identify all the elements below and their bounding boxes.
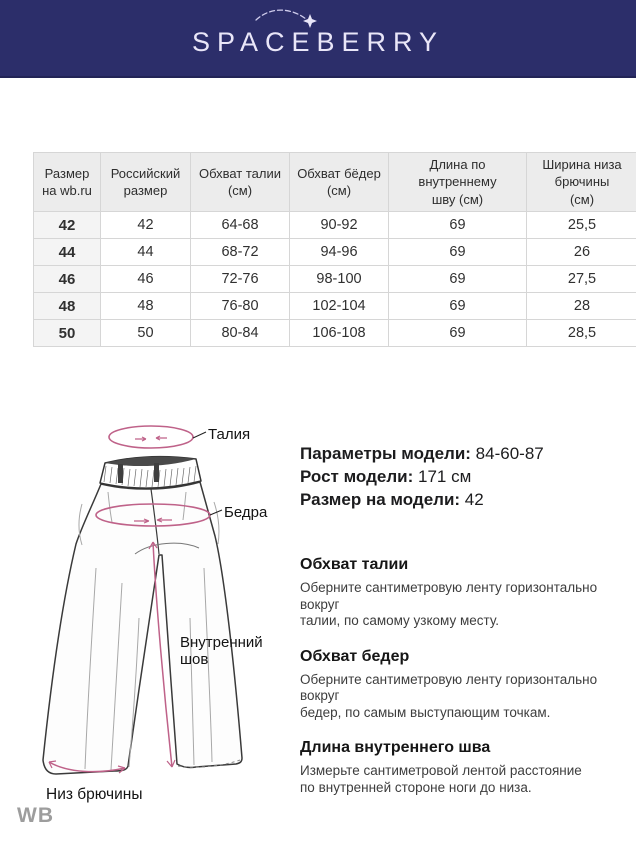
value-cell: 26 <box>526 238 636 266</box>
value-cell: 28 <box>526 292 636 320</box>
belt-loop <box>154 463 159 482</box>
inseam-measure-arrowheads <box>148 541 176 768</box>
size-cell: 42 <box>33 211 101 239</box>
fabric-fold-lines <box>78 491 220 771</box>
model-info-line: Размер на модели: 42 <box>300 488 626 511</box>
waist-label: Талия <box>208 426 251 443</box>
value-cell: 102-104 <box>289 292 389 320</box>
wb-watermark: WB <box>17 804 54 827</box>
size-table-head: Размер на wb.ru Российский размер Обхват т… <box>33 152 636 212</box>
value-cell: 42 <box>100 211 191 239</box>
belt-loop <box>118 464 123 483</box>
model-info-label: Параметры модели: <box>300 444 476 463</box>
value-cell: 46 <box>100 265 191 293</box>
table-row: 48 48 76-80 102-104 69 28 <box>33 292 636 320</box>
model-info-label: Размер на модели: <box>300 490 465 509</box>
size-cell: 44 <box>33 238 101 266</box>
waist-opening <box>105 456 196 467</box>
info-panel: Параметры модели: 84-60-87 Рост модели: 1… <box>300 442 626 813</box>
value-cell: 69 <box>388 211 527 239</box>
guide-section-text: Оберните сантиметровую ленту горизонталь… <box>300 671 598 720</box>
size-table-header-row: Размер на wb.ru Российский размер Обхват т… <box>33 152 636 212</box>
guide-section: Длина внутреннего шва Измерьте сантиметро… <box>300 738 626 796</box>
value-cell: 94-96 <box>289 238 389 266</box>
value-cell: 80-84 <box>190 319 290 347</box>
pants-line-drawing <box>42 425 243 775</box>
guide-section-text: Оберните сантиметровую ленту горизонталь… <box>300 580 598 628</box>
label-pointer-lines <box>192 431 223 516</box>
table-row: 46 46 72-76 98-100 69 27,5 <box>33 265 636 293</box>
column-header: Обхват талии (см) <box>190 152 290 212</box>
brand-logo: SPACEBERRY <box>0 0 636 74</box>
value-cell: 106-108 <box>289 319 389 347</box>
table-row: 50 50 80-84 106-108 69 28,5 <box>33 319 636 347</box>
table-row: 42 42 64-68 90-92 69 25,5 <box>33 211 636 239</box>
column-header: Ширина низа брючины (см) <box>526 152 636 212</box>
size-table: Размер на wb.ru Российский размер Обхват т… <box>33 152 636 347</box>
model-info-value: 84-60-87 <box>475 444 544 463</box>
inseam-label: Внутренний шов <box>180 634 263 668</box>
column-header: Размер на wb.ru <box>33 152 101 212</box>
value-cell: 64-68 <box>190 211 290 239</box>
center-front-seam <box>150 488 160 555</box>
value-cell: 44 <box>100 238 191 266</box>
model-info-value: 42 <box>464 490 484 509</box>
measure-guide: Обхват талии Оберните сантиметровую ленту… <box>300 555 626 796</box>
value-cell: 98-100 <box>289 265 389 293</box>
guide-section: Обхват бедер Оберните сантиметровую ленту… <box>300 647 626 722</box>
table-row: 44 44 68-72 94-96 69 26 <box>33 238 636 266</box>
hem-label: Низ брючины <box>46 786 143 803</box>
value-cell: 90-92 <box>289 211 389 239</box>
brand-header: SPACEBERRY <box>0 0 636 78</box>
column-header: Российский размер <box>100 152 191 212</box>
value-cell: 50 <box>100 319 191 347</box>
column-header: Длина по внутреннему шву (см) <box>388 152 527 212</box>
value-cell: 27,5 <box>526 265 636 293</box>
model-info-line: Параметры модели: 84-60-87 <box>300 442 626 465</box>
value-cell: 69 <box>388 265 527 293</box>
waist-measure-arrows <box>135 435 167 442</box>
model-info-line: Рост модели: 171 см <box>300 465 626 488</box>
value-cell: 68-72 <box>190 238 290 266</box>
guide-section-title: Длина внутреннего шва <box>300 739 491 756</box>
right-hem-dotted-line <box>177 759 241 768</box>
size-cell: 50 <box>33 319 101 347</box>
shooting-star-icon <box>255 9 317 28</box>
size-table-body: 42 42 64-68 90-92 69 25,5 44 44 68-72 94-96 69 26 46… <box>33 211 636 347</box>
value-cell: 69 <box>388 238 527 266</box>
value-cell: 28,5 <box>526 319 636 347</box>
guide-section-text: Измерьте сантиметровой лентой расстояние… <box>300 763 582 795</box>
value-cell: 69 <box>388 292 527 320</box>
model-info-value: 171 см <box>417 467 472 486</box>
pants-measurement-diagram: Талия Бедра Внутренний шов Низ брючины <box>38 418 290 818</box>
value-cell: 69 <box>388 319 527 347</box>
hem-measure-line <box>48 761 126 773</box>
waist-measure-ellipse <box>108 425 194 449</box>
guide-section-title: Обхват талии <box>300 556 409 573</box>
crotch-curve <box>134 542 200 555</box>
hips-label: Бедра <box>224 504 268 521</box>
brand-logo-text: SPACEBERRY <box>191 26 445 57</box>
inseam-measure-line <box>152 541 173 768</box>
size-cell: 48 <box>33 292 101 320</box>
model-info-label: Рост модели: <box>300 467 418 486</box>
hips-measure-arrows <box>134 517 172 524</box>
value-cell: 25,5 <box>526 211 636 239</box>
value-cell: 76-80 <box>190 292 290 320</box>
hem-measure-arrowheads <box>48 760 126 774</box>
model-info: Параметры модели: 84-60-87 Рост модели: 1… <box>300 442 626 511</box>
guide-section: Обхват талии Оберните сантиметровую ленту… <box>300 555 626 630</box>
column-header: Обхват бёдер (см) <box>289 152 389 212</box>
guide-section-title: Обхват бедер <box>300 647 410 665</box>
value-cell: 48 <box>100 292 191 320</box>
value-cell: 72-76 <box>190 265 290 293</box>
size-cell: 46 <box>33 265 101 293</box>
